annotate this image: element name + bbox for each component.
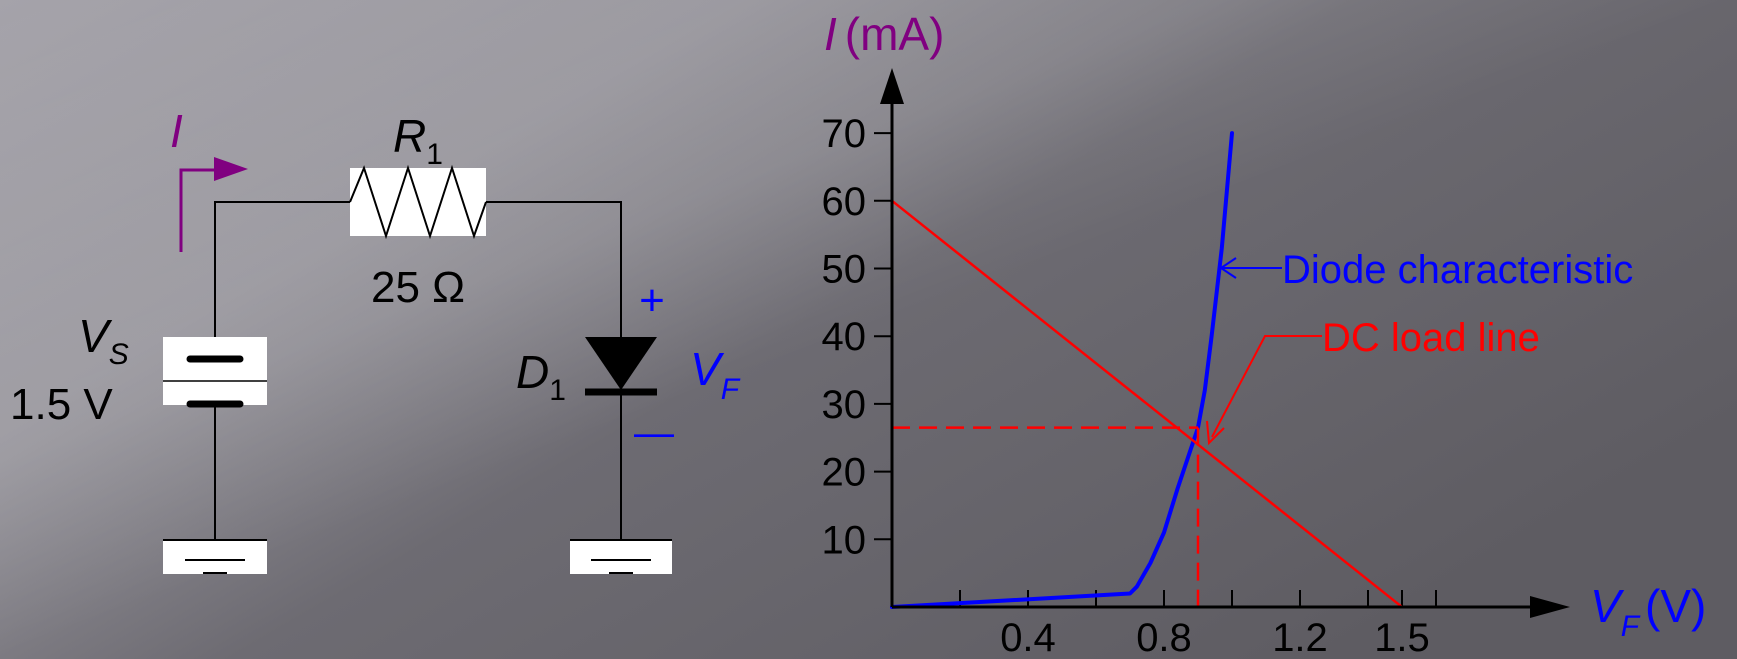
resistor-symbol (349, 164, 487, 240)
minus-sign: — (634, 411, 674, 455)
x-axis-arrow-icon (1530, 596, 1570, 618)
ground-icon (570, 539, 672, 574)
ground-icon (163, 539, 267, 574)
current-arrow (179, 168, 222, 252)
battery-box (163, 337, 267, 405)
plus-sign: + (639, 276, 665, 325)
diode-characteristic-label: Diode characteristic (1282, 248, 1633, 292)
y-tick-label: 70 (822, 112, 867, 156)
source-name-label: VS (78, 310, 129, 371)
chart-series (890, 131, 1404, 609)
x-tick-label: 0.4 (1000, 616, 1056, 659)
x-tick-label: 1.2 (1272, 616, 1328, 659)
source-value-label: 1.5 V (10, 380, 113, 429)
load-line-annotation-leader (1211, 335, 1322, 438)
y-tick-label: 50 (822, 248, 867, 292)
resistor-value-label: 25 Ω (371, 263, 465, 312)
y-axis-arrow-icon (880, 68, 904, 104)
wire-left-top (214, 201, 350, 337)
y-tick-label: 10 (822, 518, 867, 562)
diode-characteristic-curve (890, 131, 1234, 609)
operating-point-guides (892, 426, 1200, 607)
axis-tick-labels: 10 20 30 40 50 60 70 0.4 0.8 1.2 1.5 (822, 112, 1430, 659)
diode-annotation-arrow-icon (1219, 257, 1237, 279)
y-tick-label: 60 (822, 180, 867, 224)
x-tick-label: 1.5 (1374, 616, 1430, 659)
forward-voltage-label: VF (690, 343, 741, 406)
wire-right-top (486, 201, 622, 337)
diode-icon (585, 337, 657, 390)
current-arrow-head-icon (214, 157, 248, 181)
iv-graph: 10 20 30 40 50 60 70 0.4 0.8 1.2 1.5 I (mA) VF (V) D… (822, 8, 1707, 659)
y-tick-label: 40 (822, 315, 867, 359)
y-tick-label: 20 (822, 451, 867, 495)
dc-load-line (890, 199, 1404, 609)
y-tick-label: 30 (822, 383, 867, 427)
load-line-annotation-arrow-icon (1206, 420, 1225, 446)
dc-load-line-label: DC load line (1322, 316, 1540, 360)
resistor-name-label: R1 (393, 110, 443, 171)
x-tick-label: 0.8 (1136, 616, 1192, 659)
current-label: I (170, 105, 183, 157)
circuit-diagram: I R1 25 Ω VS 1.5 V D1 + — VF (10, 105, 741, 574)
diode-name-label: D1 (516, 346, 566, 407)
x-axis-title: VF (V) (1590, 580, 1706, 643)
y-axis-title: I (mA) (824, 8, 944, 60)
axis-ticks (874, 132, 1437, 607)
